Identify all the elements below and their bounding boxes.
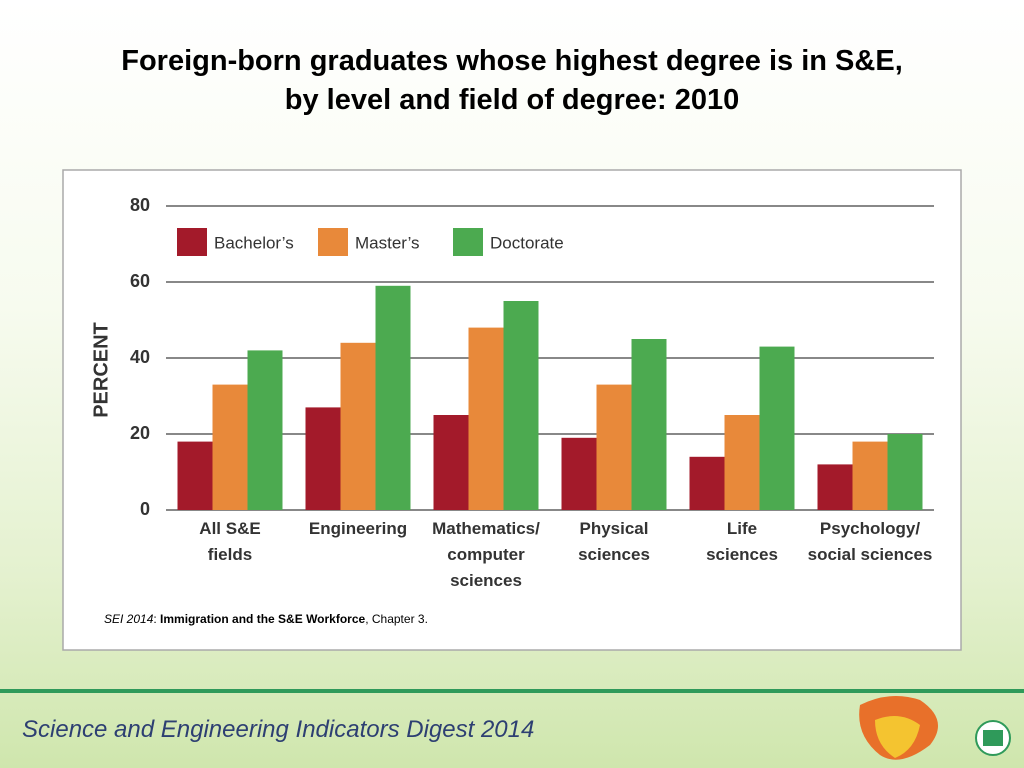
bar: [561, 437, 597, 510]
y-tick-label: 40: [130, 347, 150, 367]
bar: [596, 384, 632, 510]
logo: [859, 696, 1011, 760]
bar: [631, 339, 667, 510]
bar: [503, 301, 539, 510]
y-axis-label: PERCENT: [90, 322, 112, 418]
bar: [375, 285, 411, 510]
bar: [887, 434, 923, 510]
legend-swatch: [318, 228, 348, 256]
x-tick-label: All S&E fields: [199, 519, 261, 564]
title: Foreign-born graduates whose highest deg…: [121, 45, 903, 116]
bar: [340, 342, 376, 510]
bar: [305, 407, 341, 510]
x-tick-label: Life sciences: [706, 519, 778, 564]
legend-label: Doctorate: [490, 233, 564, 252]
legend-swatch: [453, 228, 483, 256]
bar: [689, 456, 725, 510]
legend-swatch: [177, 228, 207, 256]
y-tick-label: 60: [130, 271, 150, 291]
bar: [852, 441, 888, 510]
x-tick-label: Psychology/ social sciences: [807, 519, 933, 564]
x-tick-label: Mathematics/ computer sciences: [432, 519, 540, 590]
x-tick-label: Engineering: [308, 519, 408, 538]
y-tick-label: 0: [140, 499, 150, 519]
legend-label: Bachelor’s: [214, 233, 294, 252]
y-tick-label: 20: [130, 423, 150, 443]
source-italic: SEI 2014: [104, 612, 154, 626]
x-tick-label: Physical sciences: [578, 519, 650, 564]
bar: [212, 384, 248, 510]
y-tick-label: 80: [130, 195, 150, 215]
bar: [468, 327, 504, 510]
source-text: :: [153, 612, 161, 626]
bar: [247, 350, 283, 510]
bar: [177, 441, 213, 510]
bar: [433, 415, 469, 510]
source-bold: Immigration and the S&E Workforce: [160, 612, 366, 626]
divider: [0, 689, 1024, 693]
bar: [817, 464, 853, 510]
footer: Science and Engineering Indicators Diges…: [22, 716, 535, 743]
bar: [724, 415, 760, 510]
source: SEI 2014: Immigration and the S&E Workfo…: [104, 612, 428, 626]
legend-label: Master’s: [355, 233, 420, 252]
source-text: , Chapter 3.: [365, 612, 428, 626]
bar: [759, 346, 795, 510]
